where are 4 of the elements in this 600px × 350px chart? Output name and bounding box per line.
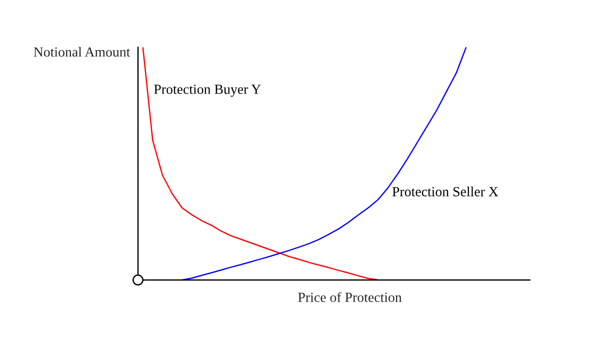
x-axis-title: Price of Protection xyxy=(298,292,402,302)
y-axis-title: Notional Amount xyxy=(34,46,130,57)
series-label: Protection Seller X xyxy=(392,186,498,196)
series-label: Protection Buyer Y xyxy=(154,84,261,97)
